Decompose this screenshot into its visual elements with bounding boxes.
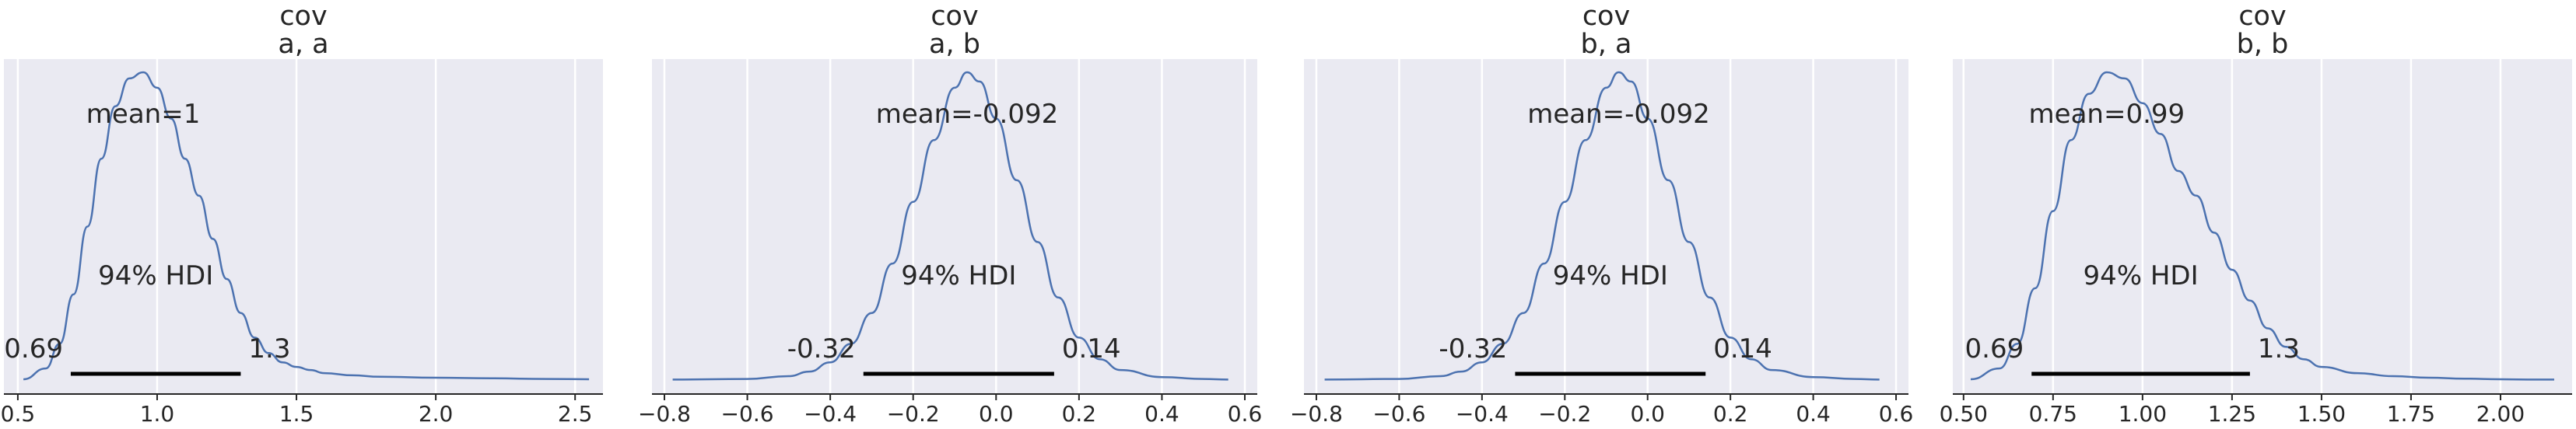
hdi-high-label: 1.3 — [2258, 333, 2300, 364]
x-tick-label: 2.0 — [419, 401, 454, 427]
x-tick-label: 0.5 — [1, 401, 36, 427]
x-tick-label: −0.2 — [1538, 401, 1591, 427]
mean-label: mean=0.99 — [2029, 99, 2185, 130]
panel-title-line2: a, b — [929, 29, 980, 60]
x-tick-label: 2.00 — [2476, 401, 2525, 427]
panel-2: −0.8 −0.6 −0.4 −0.2 0.0 0.2 0.4 0.6 -0.32 0.14 94%… — [638, 1, 1262, 427]
panel-title-line1: cov — [2238, 1, 2286, 32]
hdi-low-label: 0.69 — [4, 333, 63, 364]
mean-label: mean=-0.092 — [876, 99, 1059, 130]
x-tick-label: 0.2 — [1713, 401, 1748, 427]
x-tick-label: 1.75 — [2387, 401, 2435, 427]
panel-title-line1: cov — [931, 1, 978, 32]
panel-title-line1: cov — [279, 1, 327, 32]
mean-label: mean=-0.092 — [1527, 99, 1710, 130]
hdi-high-label: 0.14 — [1713, 333, 1772, 364]
x-tick-label: −0.8 — [638, 401, 691, 427]
x-tick-label: 0.75 — [2029, 401, 2077, 427]
panel-title-line2: b, a — [1581, 29, 1632, 60]
hdi-high-label: 1.3 — [248, 333, 290, 364]
panel-1: 0.5 1.0 1.5 2.0 2.5 0.69 1.3 94% HDI mean=1 cova,… — [1, 1, 603, 427]
density-curve — [23, 71, 590, 381]
panel-4: 0.50 0.75 1.00 1.25 1.50 1.75 2.00 0.69 1.3 94% H… — [1940, 1, 2572, 427]
x-tick-label: 0.6 — [1228, 401, 1263, 427]
x-tick-label: 0.0 — [979, 401, 1014, 427]
panel-3: −0.8 −0.6 −0.4 −0.2 0.0 0.2 0.4 0.6 -0.32 0.14 94%… — [1290, 1, 1913, 427]
hdi-caption: 94% HDI — [901, 260, 1016, 291]
plot-background — [652, 59, 1257, 394]
panel-title-line2: a, a — [278, 29, 328, 60]
x-tick-label: −0.4 — [1456, 401, 1509, 427]
density-curve — [1970, 71, 2554, 381]
density-curve — [672, 71, 1228, 381]
x-tick-label: 1.25 — [2208, 401, 2256, 427]
x-tick-label: 1.50 — [2297, 401, 2346, 427]
hdi-caption: 94% HDI — [2083, 260, 2198, 291]
plot-background — [4, 59, 603, 394]
x-tick-label: 0.4 — [1144, 401, 1179, 427]
hdi-caption: 94% HDI — [1553, 260, 1668, 291]
hdi-low-label: 0.69 — [1965, 333, 2024, 364]
panel-title-line1: cov — [1582, 1, 1630, 32]
x-tick-label: 0.4 — [1796, 401, 1831, 427]
plot-background — [1304, 59, 1908, 394]
plot-background — [1953, 59, 2572, 394]
density-curve — [1324, 71, 1880, 381]
hdi-high-label: 0.14 — [1062, 333, 1121, 364]
x-tick-label: 0.0 — [1630, 401, 1665, 427]
x-tick-label: −0.6 — [721, 401, 774, 427]
x-tick-label: −0.4 — [804, 401, 857, 427]
x-tick-label: 1.0 — [140, 401, 175, 427]
hdi-caption: 94% HDI — [98, 260, 213, 291]
panel-title-line2: b, b — [2237, 29, 2289, 60]
x-tick-label: −0.2 — [887, 401, 940, 427]
x-tick-label: 0.2 — [1062, 401, 1097, 427]
x-tick-label: −0.8 — [1290, 401, 1343, 427]
x-tick-label: 1.00 — [2119, 401, 2167, 427]
x-tick-label: 0.6 — [1879, 401, 1914, 427]
hdi-low-label: -0.32 — [1439, 333, 1507, 364]
x-tick-label: 1.5 — [279, 401, 314, 427]
x-tick-label: 2.5 — [558, 401, 593, 427]
x-tick-label: 0.50 — [1940, 401, 1988, 427]
x-tick-label: −0.6 — [1372, 401, 1425, 427]
hdi-low-label: -0.32 — [787, 333, 856, 364]
mean-label: mean=1 — [86, 99, 201, 130]
